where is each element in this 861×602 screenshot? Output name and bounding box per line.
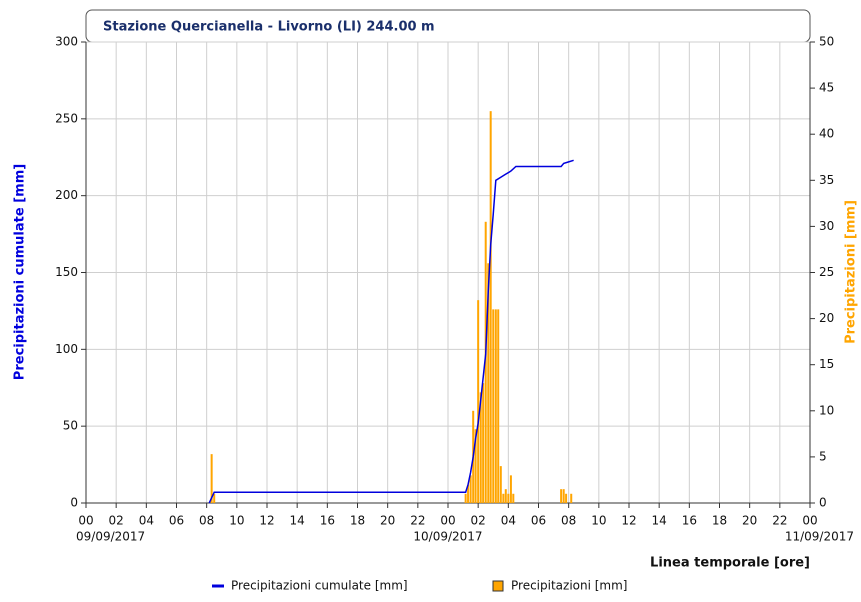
y-tick-label: 300	[55, 35, 78, 49]
x-tick-label: 20	[380, 514, 395, 528]
legend-label: Precipitazioni cumulate [mm]	[231, 579, 408, 593]
bar	[560, 489, 563, 503]
x-date-label: 11/09/2017	[785, 530, 854, 544]
y-tick-label: 0	[70, 496, 78, 510]
bar	[504, 489, 507, 503]
y2-tick-label: 0	[819, 496, 827, 510]
x-tick-label: 02	[109, 514, 124, 528]
legend-label: Precipitazioni [mm]	[511, 579, 628, 593]
y-tick-label: 150	[55, 265, 78, 279]
x-tick-label: 06	[531, 514, 546, 528]
bar	[497, 309, 500, 503]
x-tick-label: 00	[440, 514, 455, 528]
x-tick-label: 10	[591, 514, 606, 528]
y-axis-title: Precipitazioni cumulate [mm]	[13, 164, 28, 380]
y2-tick-label: 25	[819, 265, 834, 279]
x-tick-label: 22	[772, 514, 787, 528]
y2-tick-label: 40	[819, 127, 834, 141]
bar	[469, 475, 472, 503]
bar	[489, 111, 492, 504]
x-tick-label: 10	[229, 514, 244, 528]
bar	[479, 392, 482, 503]
x-tick-label: 00	[802, 514, 817, 528]
x-tick-label: 04	[501, 514, 516, 528]
bar	[570, 493, 573, 503]
y2-axis-title: Precipitazioni [mm]	[844, 200, 859, 344]
x-tick-label: 00	[78, 514, 93, 528]
bar	[213, 493, 216, 503]
bar	[494, 309, 497, 503]
y2-tick-label: 30	[819, 219, 834, 233]
y2-tick-label: 35	[819, 173, 834, 187]
bar	[507, 493, 510, 503]
bar	[210, 454, 213, 503]
x-tick-label: 12	[259, 514, 274, 528]
bar	[502, 493, 505, 503]
x-tick-label: 18	[712, 514, 727, 528]
y2-tick-label: 10	[819, 403, 834, 417]
y2-tick-label: 15	[819, 357, 834, 371]
bar	[467, 484, 470, 503]
x-tick-label: 08	[561, 514, 576, 528]
y2-tick-label: 50	[819, 35, 834, 49]
x-tick-label: 16	[320, 514, 335, 528]
y2-tick-label: 5	[819, 449, 827, 463]
x-date-label: 10/09/2017	[413, 530, 482, 544]
bar	[562, 489, 565, 503]
bar	[482, 383, 485, 503]
bar	[484, 221, 487, 504]
y2-tick-label: 20	[819, 311, 834, 325]
x-tick-label: 06	[169, 514, 184, 528]
x-axis-title: Linea temporale [ore]	[650, 556, 810, 571]
bar	[474, 429, 477, 503]
bar	[492, 309, 495, 503]
bar	[512, 493, 515, 503]
bar	[509, 475, 512, 503]
y-tick-label: 50	[63, 419, 78, 433]
bar	[464, 493, 467, 503]
x-tick-label: 20	[742, 514, 757, 528]
chart-title: Stazione Quercianella - Livorno (LI) 244…	[103, 20, 435, 35]
bar	[487, 263, 490, 503]
x-tick-label: 08	[199, 514, 214, 528]
x-tick-label: 18	[350, 514, 365, 528]
cumulative-line	[208, 159, 574, 504]
x-tick-label: 12	[621, 514, 636, 528]
bar	[499, 466, 502, 503]
x-tick-label: 14	[652, 514, 667, 528]
x-tick-label: 04	[139, 514, 154, 528]
x-tick-label: 02	[471, 514, 486, 528]
y2-tick-label: 45	[819, 81, 834, 95]
bar	[477, 300, 480, 503]
y-tick-label: 100	[55, 342, 78, 356]
x-tick-label: 16	[682, 514, 697, 528]
y-tick-label: 250	[55, 111, 78, 125]
bar	[565, 493, 568, 503]
x-tick-label: 14	[290, 514, 305, 528]
x-tick-label: 22	[410, 514, 425, 528]
legend-swatch	[492, 580, 504, 592]
y-tick-label: 200	[55, 188, 78, 202]
x-date-label: 09/09/2017	[76, 530, 145, 544]
